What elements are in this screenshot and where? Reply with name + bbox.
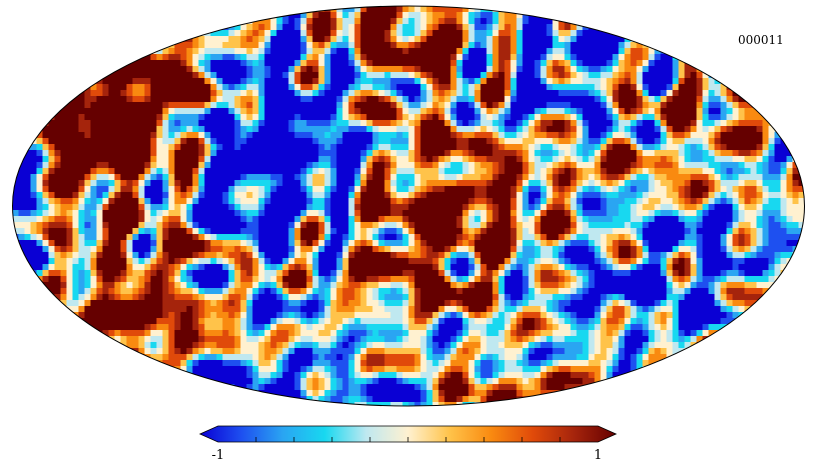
colorbar-min-label: -1 <box>211 448 225 463</box>
colorbar-ticks <box>255 437 561 442</box>
sky-map <box>12 5 805 407</box>
colorbar-bar <box>199 425 617 443</box>
map-boundary <box>12 5 805 407</box>
colorbar-max-label: 1 <box>593 448 603 463</box>
colorbar <box>199 425 617 443</box>
map-id-label: 000011 <box>738 33 784 47</box>
temperature-field <box>12 6 805 406</box>
